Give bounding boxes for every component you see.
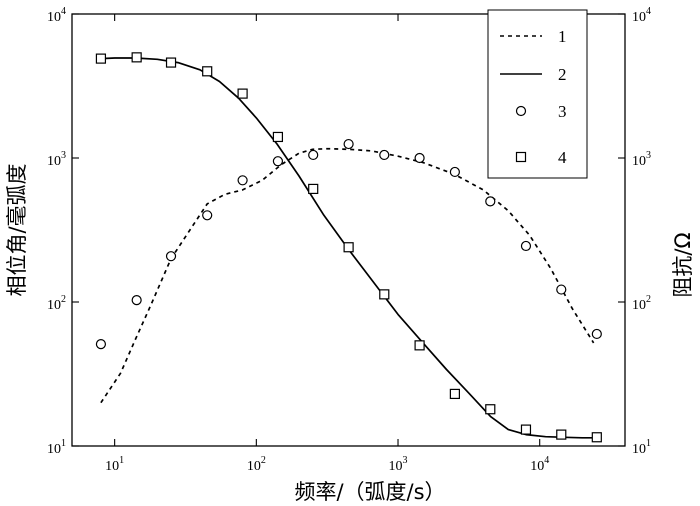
series-1-line	[100, 147, 595, 404]
series-layer	[95, 52, 602, 443]
series-3-point-14	[591, 328, 602, 340]
legend-marker-3	[515, 105, 527, 117]
y-right-tick-label-0: 101	[632, 438, 651, 457]
y-axis-title-left: 相位角/毫弧度	[5, 163, 29, 296]
series-3-point-4	[237, 175, 248, 186]
legend-marker-4	[515, 151, 527, 163]
series-4-point-0	[95, 53, 107, 64]
series-3-point-3	[202, 210, 213, 221]
series-3-point-0	[95, 339, 107, 350]
series-3-point-6	[308, 149, 319, 161]
x-tick-labels: 101 102 103 104	[105, 455, 549, 474]
y-right-tick-label-1: 102	[632, 294, 651, 313]
series-3-point-2	[165, 251, 177, 262]
legend-box	[487, 9, 588, 179]
x-tick-label-0: 101	[105, 455, 124, 474]
legend-label-3: 3	[558, 102, 567, 121]
series-4-point-2	[165, 57, 177, 68]
x-tick-label-1: 102	[247, 455, 266, 474]
series-4-point-9	[414, 340, 425, 351]
x-axis-title: 频率/（弧度/s）	[294, 480, 445, 504]
series-3-point-13	[556, 284, 567, 295]
y-right-tick-label-3: 104	[632, 6, 651, 25]
y-axis-title-right: 阻抗/Ω	[671, 232, 695, 297]
series-4-point-1	[131, 52, 142, 63]
y-right-tick-labels: 101 102 103 104	[632, 6, 651, 457]
series-4-point-3	[202, 66, 213, 77]
series-4-point-11	[485, 404, 496, 415]
series-3-point-12	[520, 240, 532, 252]
series-4-point-13	[556, 429, 567, 440]
x-tick-label-2: 103	[389, 455, 408, 474]
series-4-point-14	[591, 432, 602, 443]
series-4-point-4	[237, 88, 248, 99]
plot-frame	[71, 13, 626, 447]
legend-label-2: 2	[558, 65, 567, 84]
y-left-tick-label-1: 102	[47, 294, 66, 313]
series-4-point-8	[379, 289, 390, 300]
series-3-point-5	[272, 156, 284, 167]
legend: 1 2 3 4	[487, 9, 588, 179]
series-3-point-9	[414, 152, 425, 164]
x-tick-label-3: 104	[530, 455, 549, 474]
series-4-point-7	[343, 242, 354, 253]
series-4-point-6	[308, 183, 319, 195]
series-3-point-8	[379, 149, 390, 161]
series-3-point-1	[131, 295, 142, 306]
y-left-tick-label-3: 104	[47, 6, 66, 25]
y-left-tick-labels: 101 102 103 104	[47, 6, 66, 457]
legend-label-4: 4	[558, 148, 567, 167]
y-left-tick-label-0: 101	[47, 438, 66, 457]
legend-label-1: 1	[558, 27, 567, 46]
series-4-point-10	[449, 388, 460, 400]
series-3-point-10	[449, 166, 460, 178]
series-4-point-12	[520, 424, 532, 435]
y-left-tick-label-2: 103	[47, 150, 66, 169]
series-3-point-11	[485, 196, 496, 207]
series-4-point-5	[272, 131, 284, 143]
series-3-point-7	[343, 138, 354, 150]
y-right-tick-label-2: 103	[632, 150, 651, 169]
ticks-layer	[72, 13, 625, 447]
